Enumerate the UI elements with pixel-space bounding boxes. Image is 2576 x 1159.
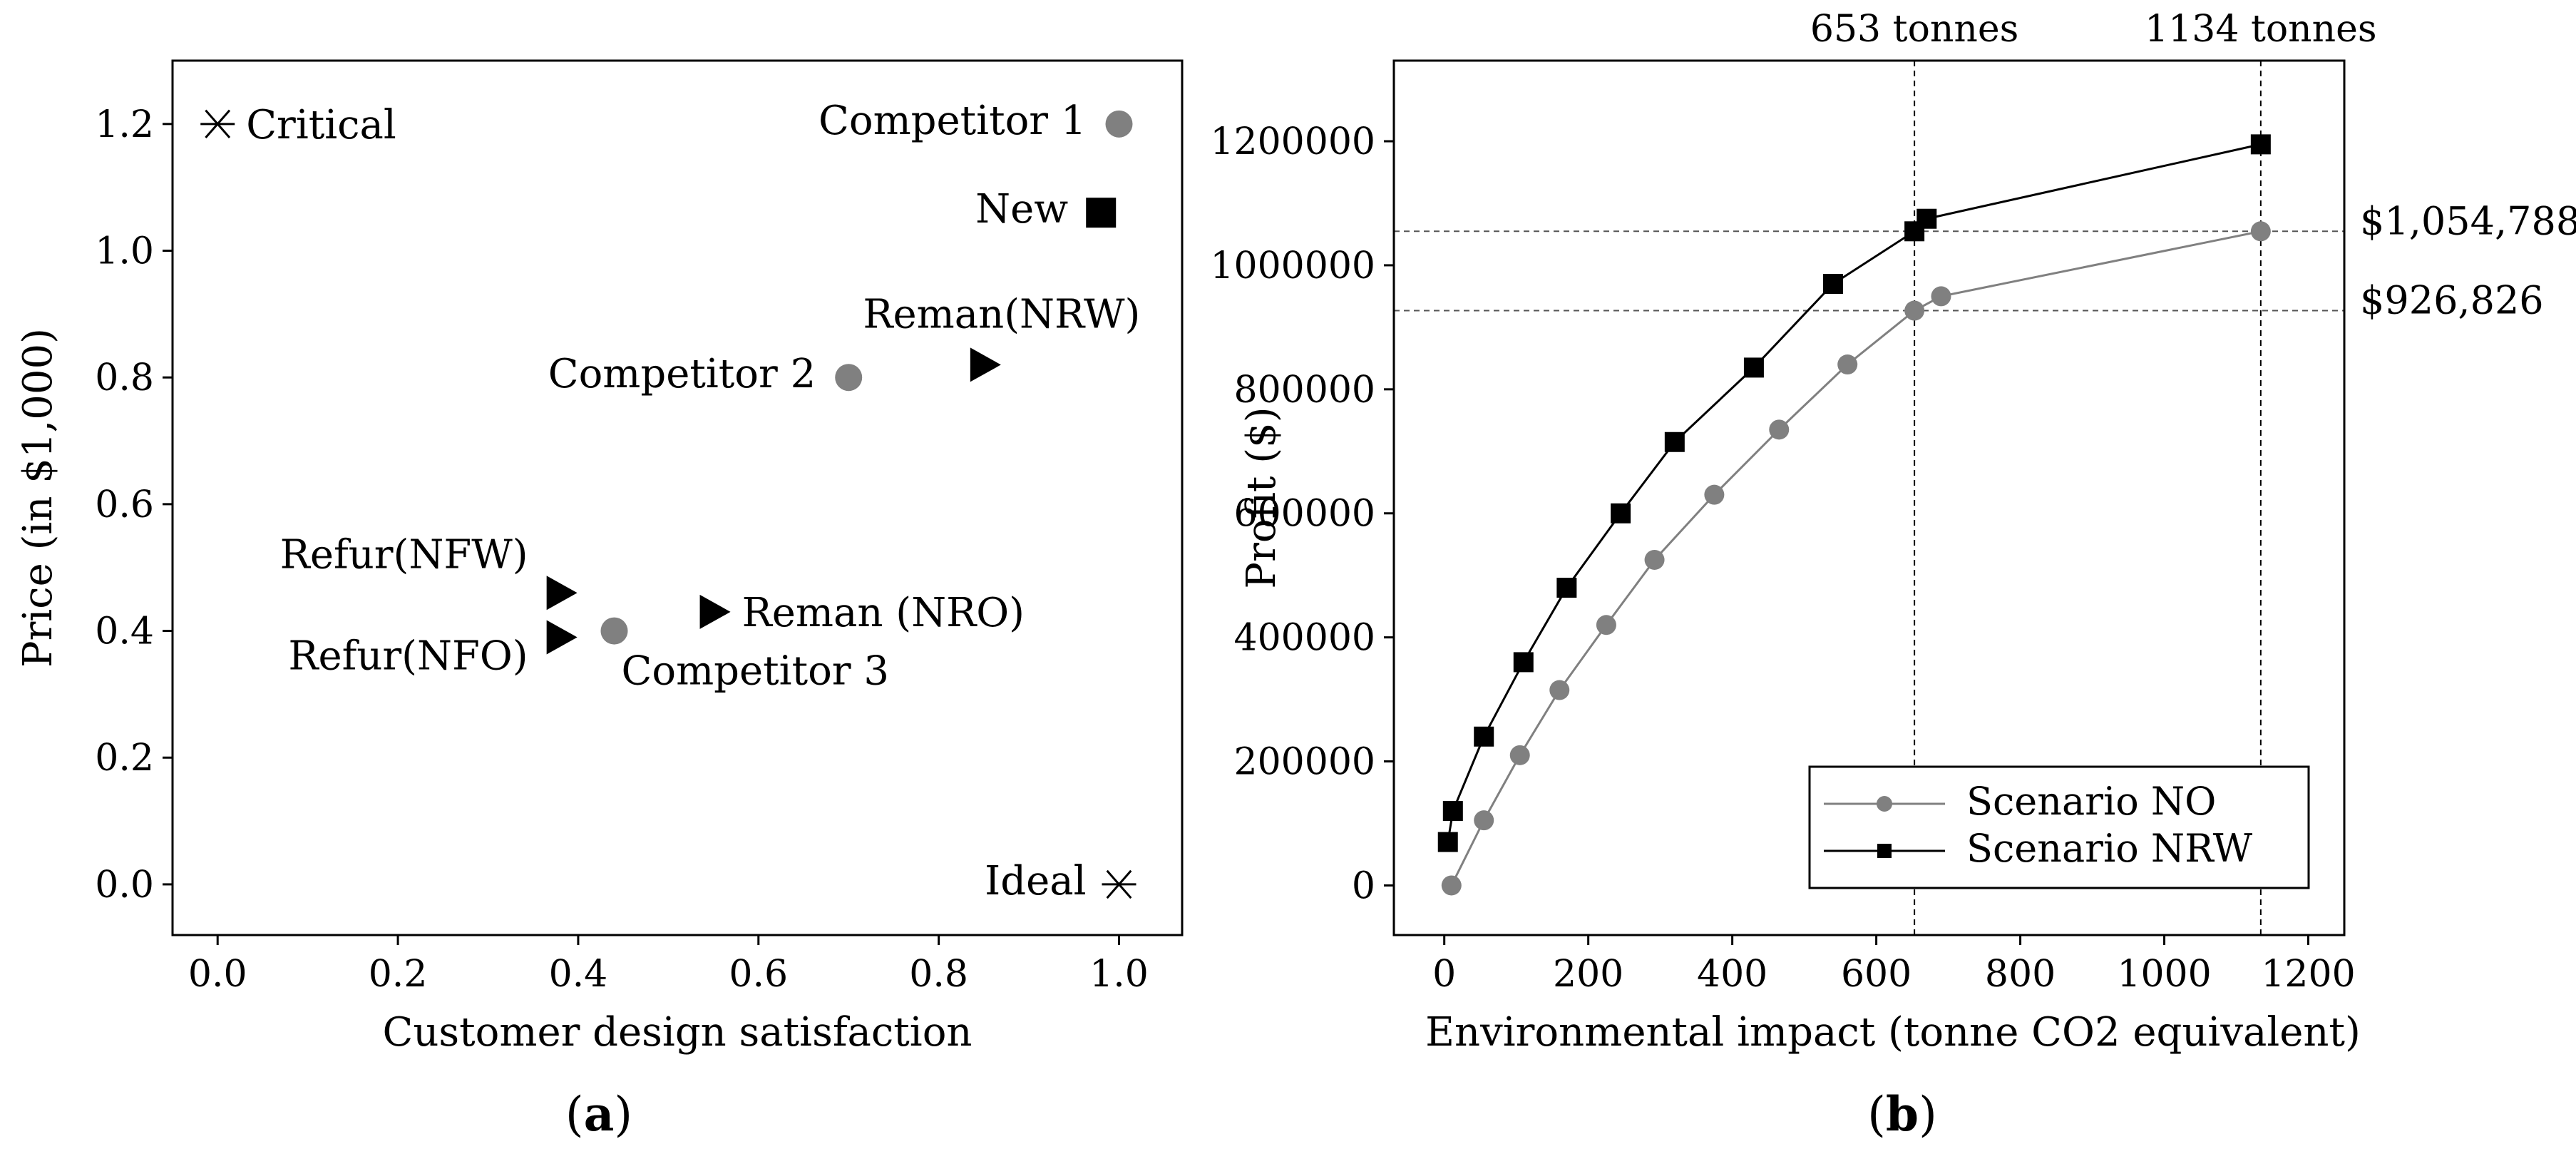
panel-a-plot-frame [171,59,1184,936]
b-x-tick-label: 0 [1432,953,1456,996]
panel-b-plot-frame [1392,59,2346,936]
legend-label-scenario-nrw: Scenario NRW [1966,826,2253,871]
point-refur-nfw-label: Refur(NFW) [280,531,528,578]
a-y-tick-label: 1.2 [95,103,154,146]
b-horizontal-reference-label-1-054-788: $1,054,788 [2360,198,2576,243]
point-competitor-3-label: Competitor 3 [622,648,889,695]
point-reman-nro-label: Reman (NRO) [742,590,1025,636]
b-x-tick-label: 1200 [2261,953,2355,996]
a-y-tick-label: 0.6 [95,484,154,526]
series-scenario-nrw-point [1823,274,1844,295]
legend-marker-scenario-no [1877,796,1892,812]
b-x-tick-label: 200 [1553,953,1623,996]
a-y-tick-label: 0.8 [95,357,154,399]
series-scenario-no-point [1931,286,1951,307]
series-scenario-nrw-point [1442,801,1463,822]
series-scenario-no-point [1904,300,1925,321]
panel-b-caption-label: (b) [1867,1086,1937,1142]
b-x-tick-label: 1000 [2117,953,2211,996]
series-scenario-nrw-point [1556,578,1577,598]
a-y-tick-label: 0.2 [95,737,154,780]
a-x-tick-label: 0.2 [369,953,428,996]
a-y-tick-label: 0.0 [95,864,154,907]
point-ideal-marker [1102,869,1136,899]
legend-box [1808,765,2310,889]
series-scenario-no-point [2250,221,2271,242]
series-scenario-no-point [1837,354,1858,375]
panel-a-y-axis-label: Price (in $1,000) [15,328,61,668]
b-y-tick-label: 800000 [1233,369,1375,412]
b-y-tick-label: 400000 [1233,617,1375,660]
series-scenario-no-point [1596,615,1616,635]
panel-b-y-axis-label: Profit ($) [1238,407,1285,588]
point-competitor-2-marker [835,364,863,392]
point-refur-nfo-marker [546,620,578,655]
panel-b-x-axis-label: Environmental impact (tonne CO2 equivale… [1425,1009,2361,1056]
panel-a-y-axis-ticks: 0.0 0.2 0.4 0.6 0.8 1.0 1.2 [95,103,173,907]
series-scenario-nrw-point [1437,832,1458,852]
series-scenario-no-point [1644,549,1665,570]
legend-label-scenario-no: Scenario NO [1966,779,2216,824]
series-scenario-nrw-point [1513,652,1534,673]
a-x-tick-label: 0.0 [188,953,247,996]
series-scenario-nrw-point [1916,208,1937,229]
a-x-tick-label: 1.0 [1089,953,1149,996]
b-y-tick-label: 600000 [1233,493,1375,536]
panel-a-x-axis-label: Customer design satisfaction [383,1009,973,1056]
point-competitor-3-marker [600,617,628,645]
series-scenario-no-point [1549,680,1570,700]
series-scenario-no-point [1769,419,1790,440]
series-scenario-nrw-point [1611,503,1631,524]
series-scenario-no-point [1441,875,1462,896]
b-x-tick-label: 400 [1697,953,1767,996]
point-reman-nro-marker [699,594,731,629]
b-horizontal-reference-label-926-826: $926,826 [2360,278,2544,323]
a-x-tick-label: 0.4 [549,953,608,996]
a-x-tick-label: 0.8 [909,953,968,996]
b-y-tick-label: 1200000 [1210,121,1375,163]
series-scenario-nrw-point [2250,134,2271,155]
point-competitor-1-label: Competitor 1 [819,98,1086,144]
point-competitor-2-label: Competitor 2 [548,351,816,397]
a-y-tick-label: 0.4 [95,611,154,653]
point-reman-nrw-label: Reman(NRW) [863,291,1140,337]
series-scenario-no-point [1509,745,1530,765]
a-y-tick-label: 1.0 [95,230,154,273]
b-x-tick-label: 600 [1841,953,1912,996]
series-scenario-nrw-point [1474,726,1494,747]
panel-b-y-axis-ticks: 0 200000 400000 600000 800000 1000000 1200000 [1210,121,1394,907]
panel-a-x-axis-ticks: 0.0 0.2 0.4 0.6 0.8 1.0 [188,935,1149,996]
panel-b-x-axis-ticks: 0 200 400 600 800 1000 1200 [1432,935,2356,996]
panel-b-reference-lines: 653 tonnes 1134 tonnes $1,054,788 $926,826 [1394,8,2576,935]
b-y-tick-label: 0 [1352,864,1375,907]
panel-a-data-points: Critical Competitor 1 New Reman(NRW) Competi… [200,98,1140,904]
point-new-marker [1086,198,1117,228]
series-scenario-no-point [1474,810,1494,831]
point-reman-nrw-marker [970,347,1001,382]
point-refur-nfw-marker [546,576,578,611]
b-y-tick-label: 1000000 [1210,245,1375,287]
series-scenario-no-point [1704,484,1725,505]
point-critical-label: Critical [246,102,396,148]
a-x-tick-label: 0.6 [729,953,788,996]
point-new-label: New [975,186,1068,233]
b-x-tick-label: 800 [1985,953,2056,996]
series-scenario-nrw-point [1743,357,1764,378]
point-ideal-label: Ideal [985,858,1086,904]
point-refur-nfo-label: Refur(NFO) [288,633,528,679]
panel-b-legend: Scenario NO Scenario NRW [1808,765,2310,889]
series-scenario-nrw-point [1664,432,1685,452]
point-competitor-1-marker [1105,110,1133,138]
b-vertical-reference-label-653-tonnes: 653 tonnes [1810,8,2018,51]
b-y-tick-label: 200000 [1233,741,1375,784]
b-vertical-reference-label-1134-tonnes: 1134 tonnes [2145,8,2377,51]
point-critical-marker [200,109,235,139]
legend-marker-scenario-nrw [1877,844,1892,858]
panel-a-caption-label: (a) [565,1086,632,1142]
panel-b-line-chart: 653 tonnes 1134 tonnes$1,054,788$926,826 … [1210,8,2576,1142]
panel-a-scatter-chart: 0.0 0.2 0.4 0.6 0.8 1.0 0.0 0.2 0.4 0.6 0.8 1.0 1.2… [15,59,1184,1142]
panel-b-series [1437,134,2271,896]
